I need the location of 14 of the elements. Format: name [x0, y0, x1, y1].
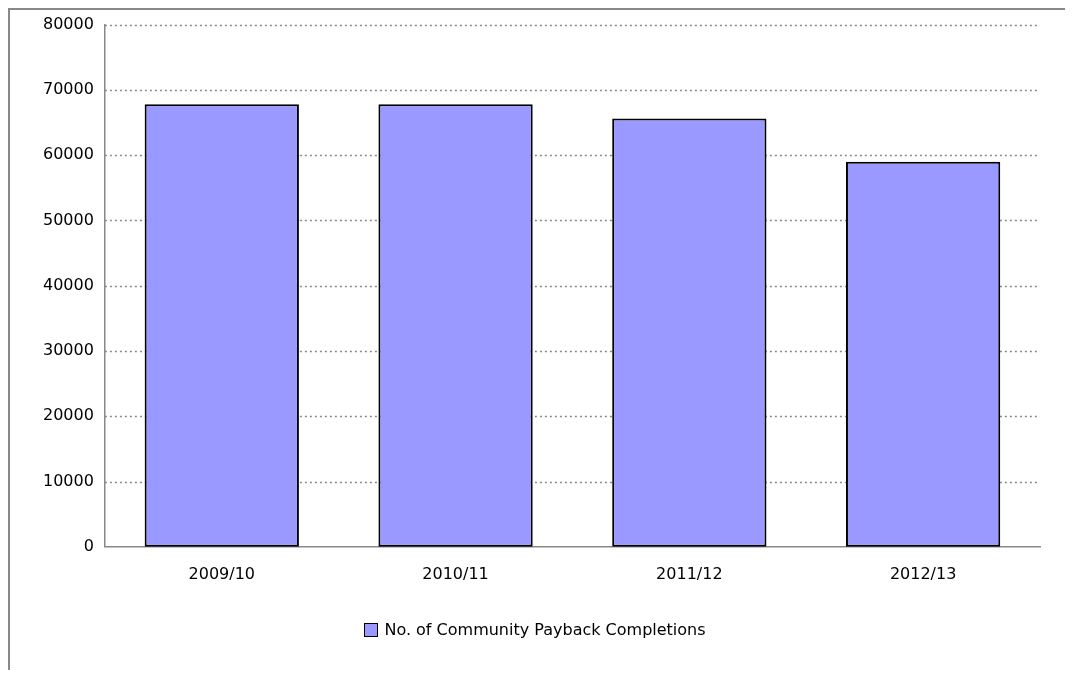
y-tick-label: 0 — [83, 535, 94, 555]
y-tick-label: 30000 — [42, 340, 94, 360]
y-tick-label: 20000 — [42, 405, 94, 425]
y-tick-label: 60000 — [42, 144, 94, 164]
y-tick-label: 40000 — [42, 274, 94, 294]
text: No. of Community Payback Completions — [384, 620, 706, 639]
x-tick-label: 2011/12 — [656, 563, 723, 583]
x-tick-label: 2010/11 — [422, 563, 489, 583]
x-tick-label: 2012/13 — [889, 563, 957, 583]
y-tick-label: 70000 — [42, 79, 94, 99]
x-tick-label: 2009/10 — [188, 563, 256, 583]
y-tick-label: 50000 — [42, 209, 94, 229]
y-tick-label: 80000 — [42, 13, 94, 33]
y-tick-label: 10000 — [42, 470, 94, 490]
